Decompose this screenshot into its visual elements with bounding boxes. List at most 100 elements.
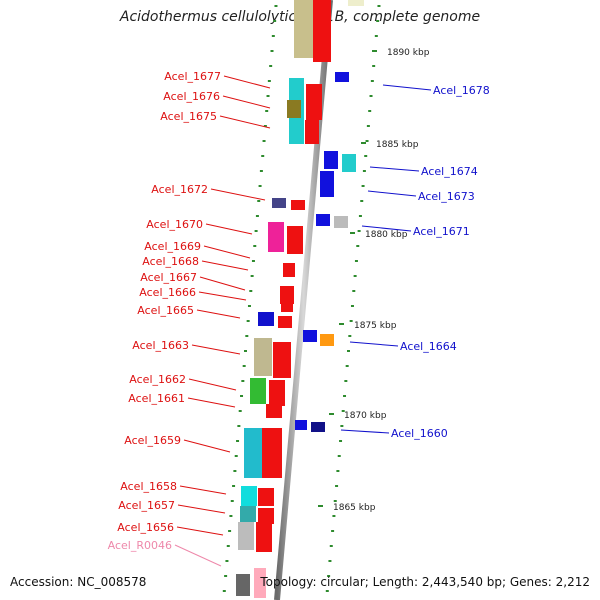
gene-label-left: Acel_1666 — [139, 286, 196, 299]
gene-box — [291, 200, 305, 210]
gene-box — [287, 226, 303, 254]
gene-box — [313, 0, 331, 62]
gene-box — [258, 488, 274, 506]
leader-line — [361, 225, 412, 232]
accession-text: Accession: NC_008578 — [10, 575, 147, 589]
gene-box — [273, 342, 291, 378]
leader-line — [201, 260, 249, 271]
ruler-label: 1865 kbp — [333, 503, 376, 513]
ruler-label: 1870 kbp — [344, 411, 387, 421]
gene-box — [278, 316, 292, 328]
gene-label-left: Acel_1658 — [120, 480, 177, 493]
leader-line — [174, 544, 222, 567]
gene-label-left: Acel_1676 — [163, 90, 220, 103]
gene-box — [320, 334, 334, 346]
gene-box — [320, 171, 334, 197]
gene-label-left: Acel_1675 — [160, 110, 217, 123]
gene-box — [240, 506, 256, 522]
gene-label-left: Acel_1661 — [128, 392, 185, 405]
gene-box — [256, 522, 272, 552]
ruler-label: 1890 kbp — [387, 48, 430, 58]
gene-box — [258, 508, 274, 524]
gene-box — [254, 338, 272, 376]
gene-label-right: Acel_1671 — [413, 225, 470, 238]
gene-label-left: Acel_1670 — [146, 218, 203, 231]
gene-box — [272, 198, 286, 208]
gene-label-right: Acel_1674 — [421, 165, 478, 178]
gene-box — [281, 304, 293, 312]
gene-box — [295, 420, 307, 430]
label-leaders — [174, 75, 432, 567]
leader-line — [210, 188, 266, 201]
leader-line — [191, 344, 241, 355]
gene-label-left: Acel_1657 — [118, 499, 175, 512]
gene-box — [342, 154, 356, 172]
leader-line — [187, 397, 236, 408]
gene-box — [305, 120, 319, 144]
gene-box — [268, 222, 284, 252]
leader-line — [367, 190, 417, 197]
gene-label-left: Acel_1665 — [137, 304, 194, 317]
leader-line — [222, 95, 271, 109]
gene-box — [244, 428, 264, 478]
leader-line — [382, 84, 432, 91]
gene-box — [262, 428, 282, 478]
gene-box — [348, 0, 364, 6]
gene-box — [324, 151, 338, 169]
gene-label-left: Acel_1659 — [124, 434, 181, 447]
leader-line — [196, 309, 241, 319]
gene-label-right: Acel_1660 — [391, 427, 448, 440]
gene-label-left: Acel_1672 — [151, 183, 208, 196]
position-ticks — [222, 5, 381, 592]
gene-label-right: Acel_1664 — [400, 340, 457, 353]
gene-label-left: Acel_1668 — [142, 255, 199, 268]
position-ruler: 1890 kbp 1885 kbp 1880 kbp 1875 kbp 1870 kbp… — [318, 48, 430, 513]
ruler-label: 1875 kbp — [354, 321, 397, 331]
gene-label-left: Acel_1656 — [117, 521, 174, 534]
leader-line — [340, 429, 390, 434]
gene-label-left: Acel_1663 — [132, 339, 189, 352]
gene-box — [335, 72, 349, 82]
gene-label-left: Acel_1669 — [144, 240, 201, 253]
gene-box — [306, 84, 322, 120]
leader-line — [177, 504, 226, 514]
leader-line — [183, 439, 231, 453]
leader-line — [349, 341, 399, 347]
gene-box — [236, 574, 250, 596]
topology-text: Topology: circular; Length: 2,443,540 bp… — [260, 575, 590, 589]
leader-line — [198, 291, 247, 301]
gene-box — [238, 522, 254, 550]
leader-line — [176, 526, 224, 536]
leader-line — [203, 245, 251, 259]
ruler-label: 1880 kbp — [365, 230, 408, 240]
gene-box — [287, 100, 301, 118]
leader-line — [205, 223, 253, 235]
gene-box — [311, 422, 325, 432]
leader-line — [223, 75, 271, 89]
gene-label-left: Acel_R0046 — [108, 539, 172, 552]
gene-label-left: Acel_1677 — [164, 70, 221, 83]
gene-box — [294, 0, 316, 58]
gene-label-left: Acel_1667 — [140, 271, 197, 284]
leader-line — [369, 166, 420, 172]
gene-box — [258, 312, 274, 326]
gene-label-left: Acel_1662 — [129, 373, 186, 386]
gene-box — [283, 263, 295, 277]
gene-label-right: Acel_1678 — [433, 84, 490, 97]
gene-box — [250, 378, 266, 404]
gene-box — [241, 486, 257, 506]
gene-box — [254, 568, 266, 598]
gene-label-right: Acel_1673 — [418, 190, 475, 203]
leader-line — [219, 115, 271, 129]
leader-line — [179, 485, 227, 495]
leader-line — [199, 276, 246, 291]
gene-box — [266, 404, 282, 418]
gene-features — [236, 0, 364, 598]
leader-line — [188, 378, 237, 391]
gene-box — [334, 216, 348, 228]
gene-box — [303, 330, 317, 342]
ruler-label: 1885 kbp — [376, 140, 419, 150]
gene-box — [280, 286, 294, 304]
